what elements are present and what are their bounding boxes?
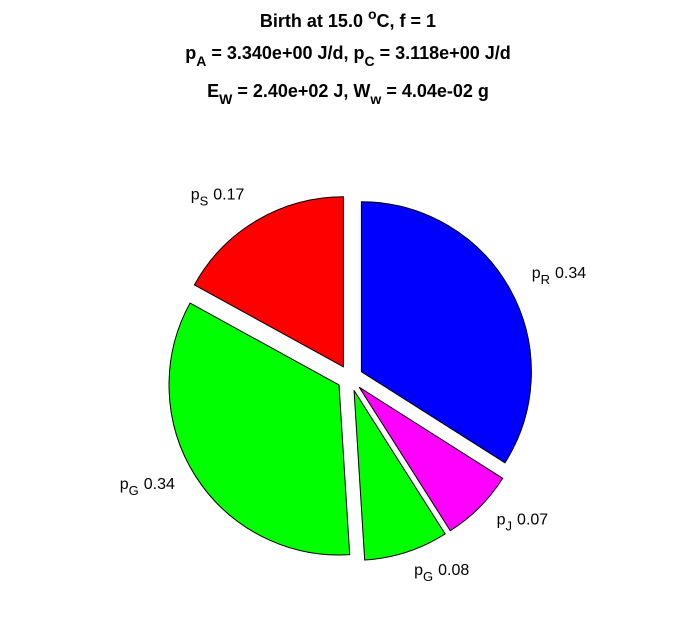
label-name: p xyxy=(191,186,200,203)
chart-title: Birth at 15.0 oC, f = 1 xyxy=(260,6,436,31)
label-sub: G xyxy=(423,569,433,584)
slice-label: pR 0.34 xyxy=(532,265,587,287)
slice-label: pG 0.08 xyxy=(414,562,469,584)
text-segment: = 2.40e+02 J, W xyxy=(232,81,370,101)
pie-slice xyxy=(358,386,504,532)
label-value: 0.17 xyxy=(213,186,244,203)
label-name: p xyxy=(497,512,506,529)
label-name: p xyxy=(414,562,423,579)
pie-slice xyxy=(360,201,532,464)
text-segment: Birth at 15.0 xyxy=(260,11,368,31)
script-text: A xyxy=(196,53,206,69)
text-segment: = 3.118e+00 J/d xyxy=(375,43,511,63)
label-value: 0.34 xyxy=(144,476,175,493)
label-value: 0.08 xyxy=(438,562,469,579)
label-sub: J xyxy=(506,519,512,534)
script-text: o xyxy=(368,6,377,22)
script-text: C xyxy=(364,53,374,69)
text-segment: = 3.340e+00 J/d, p xyxy=(206,43,364,63)
text-segment: E xyxy=(207,81,219,101)
text-segment: p xyxy=(185,43,196,63)
label-name: p xyxy=(120,476,129,493)
label-sub: R xyxy=(541,272,550,287)
label-value: 0.07 xyxy=(517,512,548,529)
script-text: W xyxy=(219,91,233,107)
slice-label: pG 0.34 xyxy=(120,476,175,498)
label-sub: S xyxy=(200,193,209,208)
chart-title: pA = 3.340e+00 J/d, pC = 3.118e+00 J/d xyxy=(185,43,510,69)
pie-slice xyxy=(353,390,446,561)
text-segment: = 4.04e-02 g xyxy=(381,81,489,101)
slice-label: pS 0.17 xyxy=(191,186,245,208)
label-sub: G xyxy=(129,483,139,498)
slice-label: pJ 0.07 xyxy=(497,512,549,534)
chart-title: EW = 2.40e+02 J, Ww = 4.04e-02 g xyxy=(207,81,489,107)
label-value: 0.34 xyxy=(555,265,586,282)
pie-slice xyxy=(193,196,344,368)
label-name: p xyxy=(532,265,541,282)
text-segment: C, f = 1 xyxy=(377,11,437,31)
pie-slice xyxy=(168,302,351,556)
script-text: w xyxy=(369,91,381,107)
